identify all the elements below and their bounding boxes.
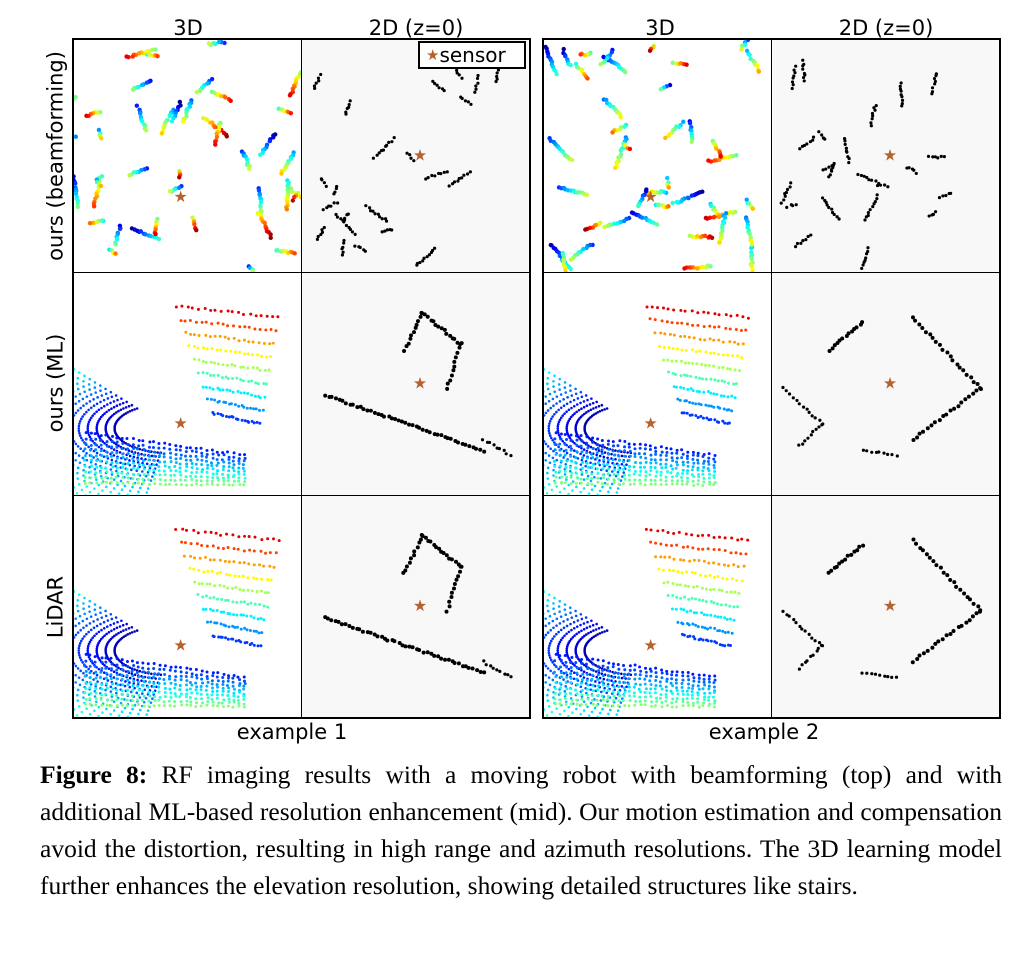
panel-ex1-ml-3d: ★ (74, 273, 302, 496)
panel-ex1-beamforming-2d: ★ (302, 40, 529, 273)
pointcloud-3d-ml-ex1: ★ (74, 304, 280, 495)
col-header-3d-ex2: 3D (645, 16, 675, 40)
pointcloud-2d-lidar-ex1: ★ (302, 496, 529, 717)
sensor-star-icon: ★ (644, 187, 658, 206)
pointcloud-2d-ml-ex2: ★ (772, 273, 999, 495)
figure-8: 3D 2D (z=0) 3D 2D (z=0) ours (beamformin… (43, 16, 1001, 744)
col-header-2d-ex2: 2D (z=0) (838, 16, 934, 40)
panel-ex2-lidar-2d: ★ (772, 496, 999, 717)
row-label-lidar: LiDAR (43, 575, 68, 639)
pointcloud-3d-lidar-ex1: ★ (74, 527, 281, 717)
sensor-star-icon: ★ (174, 413, 188, 432)
caption-text: RF imaging results with a moving robot w… (40, 760, 1002, 900)
sensor-star-icon: ★ (644, 636, 658, 655)
row-label-ml: ours (ML) (43, 333, 68, 433)
col-header-2d-ex1: 2D (z=0) (368, 16, 464, 40)
pointcloud-3d-beamforming-ex2: ★ (544, 40, 762, 272)
pointcloud-3d-beamforming-ex1: ★ (74, 40, 301, 272)
pointcloud-2d-beamforming-ex1: ★ (302, 40, 529, 272)
sensor-star-icon: ★ (426, 46, 440, 64)
example-2-label: example 2 (708, 720, 820, 744)
legend-label: sensor (439, 43, 506, 67)
panel-ex1-lidar-3d: ★ (74, 496, 302, 717)
caption-label: Figure 8: (40, 760, 148, 789)
pointcloud-2d-lidar-ex2: ★ (772, 496, 999, 717)
example-1-panels: ★ ★ ★ ★ ★ ★ (72, 38, 531, 719)
pointcloud-3d-lidar-ex2: ★ (544, 527, 750, 717)
panel-ex2-beamforming-2d: ★ (772, 40, 999, 273)
sensor-star-icon: ★ (883, 374, 897, 393)
sensor-star-icon: ★ (413, 146, 427, 165)
sensor-star-icon: ★ (413, 596, 427, 615)
sensor-legend: ★sensor (418, 41, 526, 69)
panel-ex1-beamforming-3d: ★ (74, 40, 302, 273)
pointcloud-2d-ml-ex1: ★ (302, 273, 529, 495)
sensor-star-icon: ★ (883, 596, 897, 615)
panel-ex2-ml-3d: ★ (544, 273, 772, 496)
sensor-star-icon: ★ (413, 374, 427, 393)
panel-ex1-ml-2d: ★ (302, 273, 529, 496)
sensor-star-icon: ★ (174, 636, 188, 655)
sensor-star-icon: ★ (644, 413, 658, 432)
col-header-3d-ex1: 3D (173, 16, 203, 40)
pointcloud-2d-beamforming-ex2: ★ (772, 40, 999, 272)
pointcloud-3d-ml-ex2: ★ (544, 305, 750, 495)
panel-ex2-beamforming-3d: ★ (544, 40, 772, 273)
sensor-star-icon: ★ (174, 187, 188, 206)
figure-caption: Figure 8: RF imaging results with a movi… (40, 756, 1002, 904)
sensor-star-icon: ★ (883, 146, 897, 165)
row-label-beamforming: ours (beamforming) (43, 51, 68, 261)
panel-ex1-lidar-2d: ★ (302, 496, 529, 717)
example-1-label: example 1 (236, 720, 348, 744)
panel-ex2-lidar-3d: ★ (544, 496, 772, 717)
panel-ex2-ml-2d: ★ (772, 273, 999, 496)
example-2-panels: ★ ★ ★ ★ ★ ★ (542, 38, 1001, 719)
